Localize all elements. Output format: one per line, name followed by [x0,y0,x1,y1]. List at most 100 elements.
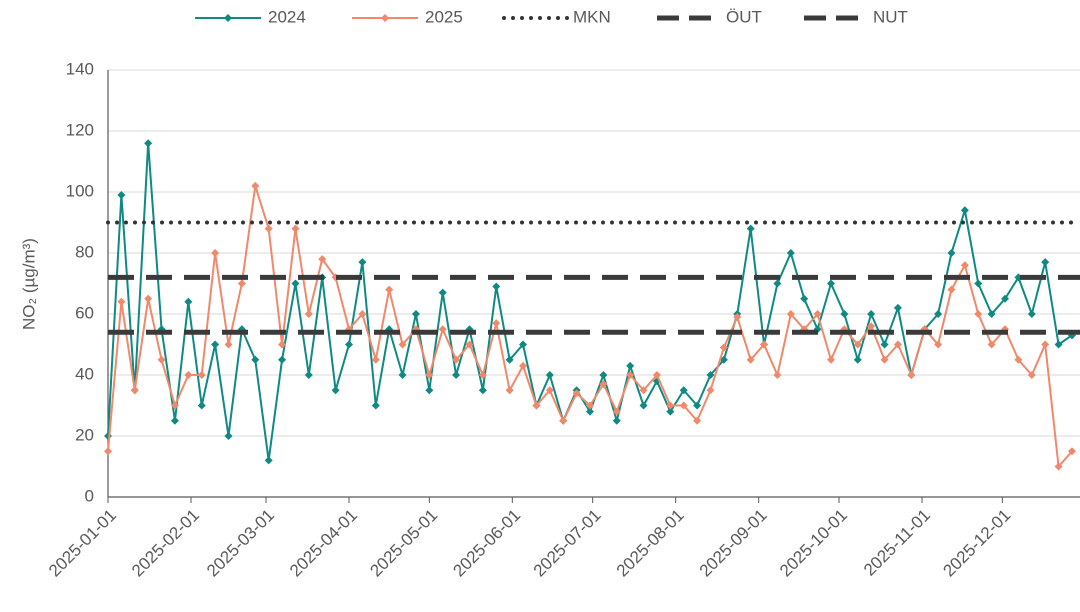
point-marker [679,386,688,395]
point-marker [358,310,367,318]
point-marker [478,386,487,395]
point-marker [893,340,902,349]
x-tick-label: 2025-07-01 [530,506,605,581]
y-tick-label: 120 [66,120,94,139]
point-marker [612,416,621,425]
point-marker [224,432,233,440]
point-marker [813,310,822,318]
point-marker [144,294,153,303]
point-marker [237,279,246,288]
y-tick-label: 0 [85,486,94,505]
point-marker [1054,462,1063,471]
point-marker [987,340,996,349]
point-marker [492,282,501,291]
point-marker [960,206,969,215]
point-marker [974,279,983,288]
point-marker [104,432,112,440]
legend-label: MKN [573,7,611,26]
point-marker [224,340,233,349]
legend-swatch [224,14,232,22]
point-marker [693,416,702,425]
point-marker [398,371,407,379]
point-marker [626,371,635,379]
point-marker [826,279,835,288]
point-marker [880,340,889,349]
point-marker [197,371,206,379]
point-marker [1054,340,1063,349]
x-tick-label: 2025-01-01 [45,506,120,581]
legend-label: NUT [873,7,908,26]
point-marker [974,310,983,318]
point-marker [907,371,916,379]
point-marker [278,355,287,364]
point-marker [197,401,206,410]
point-marker [559,416,568,425]
point-marker [331,386,340,395]
point-marker [572,389,581,398]
point-marker [318,255,327,264]
y-axis-label: NO₂ (µg/m³) [19,238,38,330]
point-marker [1027,371,1036,379]
point-marker [478,371,487,379]
point-marker [184,371,193,379]
point-marker [773,371,782,379]
y-tick-label: 80 [75,242,94,261]
point-marker [786,310,795,318]
point-marker [264,456,273,465]
point-marker [639,386,648,395]
point-marker [867,322,876,331]
point-marker [773,279,782,288]
point-marker [130,386,139,395]
point-marker [599,371,608,379]
point-marker [666,407,675,416]
point-marker [800,294,809,303]
point-marker [1041,340,1050,349]
point-marker [599,380,608,389]
point-marker [585,407,594,416]
point-marker [893,303,902,312]
point-marker [117,297,126,306]
y-tick-label: 60 [75,303,94,322]
point-marker [706,386,715,395]
point-marker [545,386,554,395]
point-marker [693,401,702,410]
point-marker [452,355,461,364]
point-marker [211,249,220,257]
point-marker [719,355,728,364]
point-marker [519,340,528,349]
y-tick-label: 140 [66,59,94,78]
point-marker [746,224,755,233]
point-marker [505,386,514,395]
point-marker [291,279,300,288]
point-marker [452,371,461,379]
x-tick-label: 2025-03-01 [203,506,278,581]
point-marker [251,181,260,190]
x-tick-label: 2025-08-01 [613,506,688,581]
point-marker [947,285,956,294]
point-marker [211,340,220,349]
point-marker [411,310,420,318]
point-marker [1067,447,1076,456]
point-marker [505,355,514,364]
x-tick-label: 2025-11-01 [860,506,934,580]
point-marker [385,285,394,294]
point-marker [652,371,661,379]
point-marker [425,371,434,379]
point-marker [626,361,635,370]
x-tick-label: 2025-10-01 [776,506,851,581]
point-marker [519,361,528,370]
point-marker [733,313,742,322]
point-marker [104,447,112,456]
point-marker [760,340,769,349]
point-marker [786,249,795,257]
point-marker [291,224,300,233]
point-marker [826,355,835,364]
y-tick-label: 20 [75,425,94,444]
point-marker [304,310,313,318]
point-marker [358,258,367,267]
legend-swatch [381,14,389,22]
point-marker [1027,310,1036,318]
point-marker [679,401,688,410]
point-marker [706,371,715,379]
point-marker [545,371,554,379]
